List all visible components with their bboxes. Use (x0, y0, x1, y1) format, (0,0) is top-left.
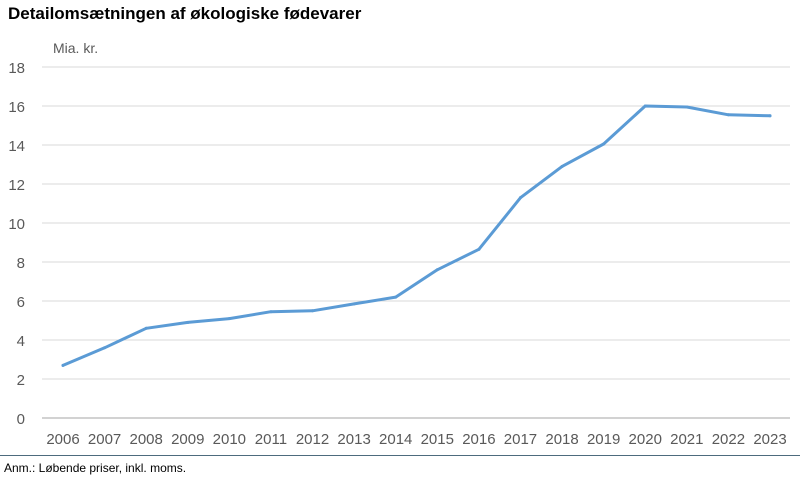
x-tick-2007: 2007 (88, 431, 121, 448)
y-tick-18: 18 (8, 60, 25, 77)
data-point-2021 (685, 105, 689, 109)
y-tick-2: 2 (17, 372, 25, 389)
data-point-2008 (144, 326, 148, 330)
x-tick-2023: 2023 (753, 431, 786, 448)
data-point-2022 (726, 113, 730, 117)
data-point-2011 (269, 310, 273, 314)
y-tick-8: 8 (17, 255, 25, 272)
y-tick-16: 16 (8, 99, 25, 116)
x-tick-2022: 2022 (712, 431, 745, 448)
x-tick-2018: 2018 (545, 431, 578, 448)
data-point-2010 (227, 317, 231, 321)
x-tick-2016: 2016 (462, 431, 495, 448)
y-tick-12: 12 (8, 177, 25, 194)
data-point-2016 (477, 247, 481, 251)
series-line-0 (61, 104, 772, 367)
y-tick-4: 4 (17, 333, 25, 350)
data-point-2014 (394, 295, 398, 299)
data-point-2018 (560, 164, 564, 168)
y-tick-6: 6 (17, 294, 25, 311)
data-point-2015 (435, 268, 439, 272)
y-tick-0: 0 (17, 411, 25, 428)
y-tick-14: 14 (8, 138, 25, 155)
x-tick-2008: 2008 (129, 431, 162, 448)
x-tick-2010: 2010 (213, 431, 246, 448)
gridlines (42, 66, 790, 419)
x-tick-2014: 2014 (379, 431, 412, 448)
data-point-2019 (602, 142, 606, 146)
chart-title: Detailomsætningen af økologiske fødevare… (8, 4, 362, 23)
data-point-2020 (643, 104, 647, 108)
x-tick-labels: 2006 2007 2008 2009 2010 2011 2012 2013 2014 2015… (46, 431, 786, 448)
line-chart: 0 2 4 6 8 10 12 14 16 18 2006 2007 2008 2009 2010 2011… (8, 40, 790, 448)
footnote-divider (0, 455, 800, 456)
x-tick-2006: 2006 (46, 431, 79, 448)
data-point-2023 (768, 114, 772, 118)
data-point-2009 (186, 320, 190, 324)
x-tick-2009: 2009 (171, 431, 204, 448)
footnote: Anm.: Løbende priser, inkl. moms. (4, 461, 187, 475)
x-tick-2011: 2011 (255, 431, 287, 448)
x-tick-2019: 2019 (587, 431, 620, 448)
x-tick-2021: 2021 (670, 431, 703, 448)
data-point-2013 (352, 302, 356, 306)
x-tick-2012: 2012 (296, 431, 329, 448)
y-axis-label: Mia. kr. (53, 40, 98, 56)
x-tick-2015: 2015 (421, 431, 454, 448)
data-point-2012 (311, 309, 315, 313)
x-tick-2017: 2017 (504, 431, 537, 448)
y-tick-10: 10 (8, 216, 25, 233)
data-point-2017 (518, 196, 522, 200)
y-tick-labels: 0 2 4 6 8 10 12 14 16 18 (8, 60, 25, 428)
x-tick-2013: 2013 (337, 431, 370, 448)
data-point-2006 (61, 363, 65, 367)
series-lines (61, 104, 772, 367)
x-tick-2020: 2020 (629, 431, 662, 448)
data-point-2007 (103, 346, 107, 350)
